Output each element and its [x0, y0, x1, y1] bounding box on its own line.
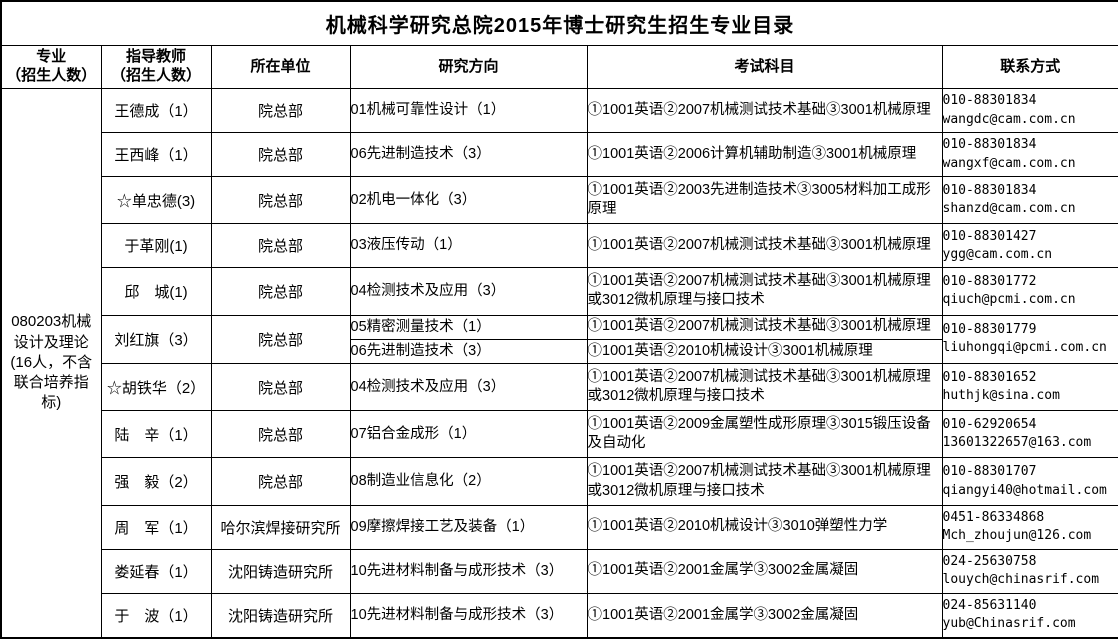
col-header-contact: 联系方式: [941, 45, 1118, 89]
table-row: 080203机械 设计及理论 (16人，不含 联合培养指 标) 王德成（1） 院…: [0, 87, 1118, 639]
direction-cell: 03液压传动（1）: [349, 223, 588, 269]
advisor-cell: 娄延春（1）: [100, 548, 212, 594]
exam-cell: ①1001英语②2009金属塑性成形原理③3015锻压设备及自动化: [586, 410, 943, 459]
advisor-cell: 王德成（1）: [100, 87, 212, 134]
exam-cell: ①1001英语②2010机械设计③3010弹塑性力学: [586, 504, 943, 550]
exam-cell: ①1001英语②2007机械测试技术基础③3001机械原理或3012微机原理与接…: [586, 267, 943, 316]
contact-cell: 010-88301772 qiuch@pcmi.com.cn: [941, 267, 1118, 316]
unit-cell: 院总部: [210, 87, 351, 134]
unit-cell: 院总部: [210, 410, 351, 459]
exam-cell: ①1001英语②2001金属学③3002金属凝固: [586, 592, 943, 639]
contact-cell: 010-62920654 13601322657@163.com: [941, 410, 1118, 459]
contact-cell: 010-88301707 qiangyi40@hotmail.com: [941, 457, 1118, 506]
unit-cell: 院总部: [210, 362, 351, 412]
direction-cell: 06先进制造技术（3）: [349, 338, 588, 364]
direction-cell: 09摩擦焊接工艺及装备（1）: [349, 504, 588, 550]
advisor-cell: 强 毅（2）: [100, 457, 212, 506]
unit-cell: 哈尔滨焊接研究所: [210, 504, 351, 550]
unit-cell: 院总部: [210, 176, 351, 225]
exam-cell: ①1001英语②2001金属学③3002金属凝固: [586, 548, 943, 594]
contact-cell: 010-88301834 wangxf@cam.com.cn: [941, 132, 1118, 178]
exam-cell: ①1001英语②2007机械测试技术基础③3001机械原理或3012微机原理与接…: [586, 457, 943, 506]
table-row: ☆单忠德(3) 院总部 02机电一体化（3） ①1001英语②2003先进制造技…: [1, 176, 1118, 225]
contact-cell: 010-88301779 liuhongqi@pcmi.com.cn: [941, 314, 1118, 364]
advisor-cell: ☆胡铁华（2）: [100, 362, 212, 412]
exam-cell: ①1001英语②2010机械设计③3001机械原理: [586, 338, 943, 364]
unit-cell: 院总部: [210, 457, 351, 506]
col-header-advisor: 指导教师 （招生人数）: [100, 45, 212, 89]
table-row: ☆胡铁华（2） 院总部 04检测技术及应用（3） ①1001英语②2007机械测…: [1, 362, 1118, 412]
direction-cell: 02机电一体化（3）: [349, 176, 588, 225]
direction-cell: 04检测技术及应用（3）: [349, 267, 588, 316]
contact-cell: 010-88301834 wangdc@cam.com.cn: [941, 87, 1118, 134]
table-row: 刘红旗（3） 院总部 05精密测量技术（1） ①1001英语②2007机械测试技…: [1, 314, 1118, 364]
col-header-exam: 考试科目: [586, 45, 943, 89]
exam-cell: ①1001英语②2007机械测试技术基础③3001机械原理: [586, 223, 943, 269]
table-row: 06先进制造技术（3） ①1001英语②2010机械设计③3001机械原理: [1, 338, 1118, 364]
contact-cell: 010-88301834 shanzd@cam.com.cn: [941, 176, 1118, 225]
major-cell: 080203机械 设计及理论 (16人，不含 联合培养指 标): [0, 88, 102, 639]
exam-cell: ①1001英语②2007机械测试技术基础③3001机械原理: [586, 87, 943, 134]
advisor-cell: 邱 城(1): [100, 267, 212, 316]
page-title: 机械科学研究总院2015年博士研究生招生专业目录: [0, 0, 1118, 46]
direction-cell: 07铝合金成形（1）: [349, 410, 588, 459]
table-row: 于 波（1） 沈阳铸造研究所 10先进材料制备与成形技术（3） ①1001英语②…: [1, 592, 1118, 639]
advisor-cell: 于 波（1）: [100, 592, 212, 639]
unit-cell: 沈阳铸造研究所: [210, 548, 351, 594]
direction-cell: 10先进材料制备与成形技术（3）: [349, 548, 588, 594]
exam-cell: ①1001英语②2007机械测试技术基础③3001机械原理: [586, 314, 943, 340]
advisor-cell: 王西峰（1）: [100, 132, 212, 178]
direction-cell: 05精密测量技术（1）: [349, 314, 588, 340]
table-row: 王西峰（1） 院总部 06先进制造技术（3） ①1001英语②2006计算机辅助…: [1, 132, 1118, 178]
col-header-unit: 所在单位: [210, 45, 351, 89]
advisor-cell: 刘红旗（3）: [100, 314, 212, 364]
direction-cell: 06先进制造技术（3）: [349, 132, 588, 178]
table-row: 强 毅（2） 院总部 08制造业信息化（2） ①1001英语②2007机械测试技…: [1, 457, 1118, 506]
contact-cell: 010-88301427 ygg@cam.com.cn: [941, 223, 1118, 269]
unit-cell: 院总部: [210, 267, 351, 316]
advisor-cell: 周 军（1）: [100, 504, 212, 550]
unit-cell: 院总部: [210, 132, 351, 178]
table-row: 周 军（1） 哈尔滨焊接研究所 09摩擦焊接工艺及装备（1） ①1001英语②2…: [1, 504, 1118, 550]
unit-cell: 院总部: [210, 314, 351, 364]
direction-cell: 04检测技术及应用（3）: [349, 362, 588, 412]
unit-cell: 沈阳铸造研究所: [210, 592, 351, 639]
contact-cell: 0451-86334868 Mch_zhoujun@126.com: [941, 504, 1118, 550]
advisor-cell: 于革刚(1): [100, 223, 212, 269]
advisor-cell: ☆单忠德(3): [100, 176, 212, 225]
unit-cell: 院总部: [210, 223, 351, 269]
advisor-cell: 陆 辛（1）: [100, 410, 212, 459]
direction-cell: 10先进材料制备与成形技术（3）: [349, 592, 588, 639]
table-row: 陆 辛（1） 院总部 07铝合金成形（1） ①1001英语②2009金属塑性成形…: [1, 410, 1118, 459]
exam-cell: ①1001英语②2006计算机辅助制造③3001机械原理: [586, 132, 943, 178]
table-row: 邱 城(1) 院总部 04检测技术及应用（3） ①1001英语②2007机械测试…: [1, 267, 1118, 316]
table-row: 于革刚(1) 院总部 03液压传动（1） ①1001英语②2007机械测试技术基…: [1, 223, 1118, 269]
exam-cell: ①1001英语②2007机械测试技术基础③3001机械原理或3012微机原理与接…: [586, 362, 943, 412]
direction-cell: 01机械可靠性设计（1）: [349, 87, 588, 134]
contact-cell: 024-85631140 yub@Chinasrif.com: [941, 592, 1118, 639]
contact-cell: 024-25630758 louych@chinasrif.com: [941, 548, 1118, 594]
contact-cell: 010-88301652 huthjk@sina.com: [941, 362, 1118, 412]
col-header-major: 专业 （招生人数）: [0, 45, 102, 89]
direction-cell: 08制造业信息化（2）: [349, 457, 588, 506]
exam-cell: ①1001英语②2003先进制造技术③3005材料加工成形原理: [586, 176, 943, 225]
table-row: 娄延春（1） 沈阳铸造研究所 10先进材料制备与成形技术（3） ①1001英语②…: [1, 548, 1118, 594]
col-header-direction: 研究方向: [349, 45, 588, 89]
